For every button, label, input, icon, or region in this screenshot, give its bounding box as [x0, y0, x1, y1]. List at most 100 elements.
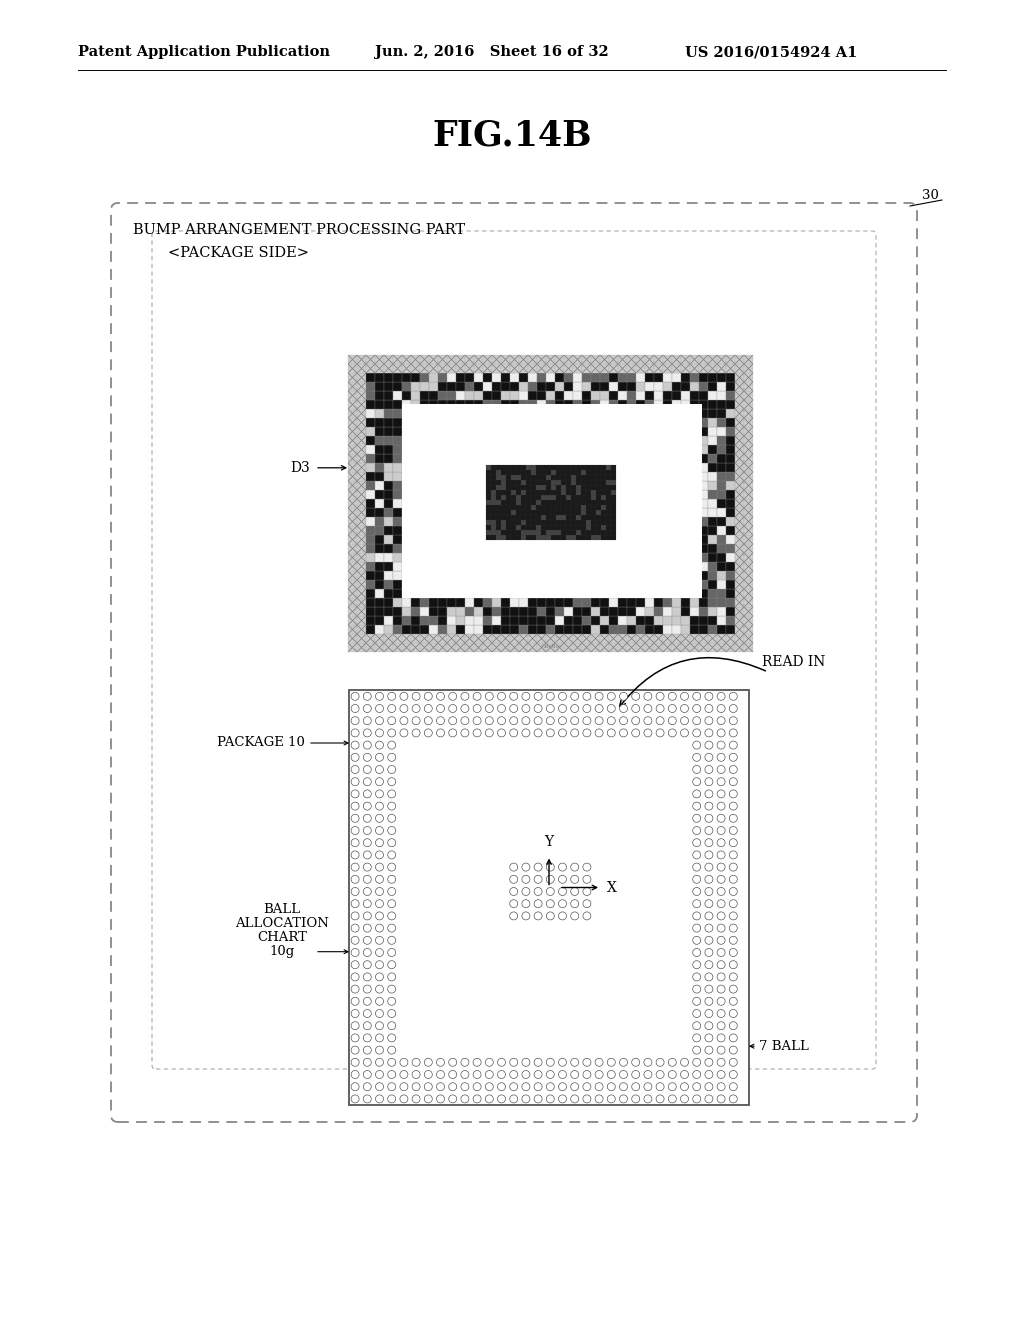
Circle shape: [388, 1010, 395, 1018]
Bar: [420, 381, 429, 391]
Bar: [735, 445, 744, 454]
Bar: [510, 374, 519, 381]
Bar: [402, 381, 411, 391]
Bar: [566, 500, 571, 504]
Circle shape: [705, 887, 713, 895]
Bar: [456, 579, 465, 589]
Bar: [573, 426, 582, 436]
Bar: [456, 381, 465, 391]
Bar: [456, 400, 465, 409]
Bar: [571, 529, 575, 535]
Bar: [375, 562, 384, 572]
Bar: [465, 616, 474, 624]
Circle shape: [351, 754, 359, 762]
Circle shape: [583, 729, 591, 737]
Bar: [375, 418, 384, 426]
Bar: [699, 426, 708, 436]
Bar: [654, 381, 663, 391]
Bar: [501, 508, 510, 517]
Bar: [348, 634, 357, 643]
Circle shape: [717, 741, 725, 750]
Bar: [600, 525, 609, 535]
Bar: [681, 445, 690, 454]
Circle shape: [558, 729, 566, 737]
Bar: [591, 470, 596, 475]
Text: BALL: BALL: [263, 903, 301, 916]
Bar: [393, 454, 402, 463]
Bar: [546, 510, 551, 515]
Bar: [411, 572, 420, 579]
Circle shape: [632, 692, 640, 701]
Bar: [600, 473, 609, 480]
Bar: [438, 535, 447, 544]
Bar: [384, 525, 393, 535]
Bar: [551, 510, 556, 515]
Bar: [690, 589, 699, 598]
Bar: [600, 445, 609, 454]
Circle shape: [388, 924, 395, 932]
Circle shape: [717, 838, 725, 846]
Bar: [591, 473, 600, 480]
Circle shape: [570, 1071, 579, 1078]
Bar: [447, 490, 456, 499]
Bar: [601, 504, 606, 510]
Bar: [600, 624, 609, 634]
Bar: [402, 535, 411, 544]
Bar: [483, 426, 492, 436]
Bar: [483, 436, 492, 445]
Bar: [654, 426, 663, 436]
Circle shape: [376, 754, 384, 762]
Bar: [490, 500, 496, 504]
Bar: [402, 634, 411, 643]
Bar: [537, 572, 546, 579]
Bar: [556, 484, 561, 490]
Bar: [735, 517, 744, 525]
Circle shape: [705, 1045, 713, 1055]
Circle shape: [376, 1059, 384, 1067]
Circle shape: [669, 1059, 676, 1067]
Bar: [531, 525, 536, 529]
Circle shape: [729, 887, 737, 895]
Bar: [519, 607, 528, 616]
Bar: [586, 484, 591, 490]
Circle shape: [376, 1094, 384, 1104]
Circle shape: [424, 1082, 432, 1090]
Circle shape: [388, 1082, 395, 1090]
Bar: [474, 381, 483, 391]
Bar: [672, 535, 681, 544]
Bar: [600, 634, 609, 643]
Bar: [438, 525, 447, 535]
Circle shape: [424, 729, 432, 737]
Bar: [474, 499, 483, 508]
Bar: [456, 562, 465, 572]
Bar: [496, 479, 501, 484]
Bar: [681, 374, 690, 381]
Bar: [546, 473, 555, 480]
Circle shape: [632, 1094, 640, 1104]
Circle shape: [717, 826, 725, 834]
Bar: [402, 400, 411, 409]
Circle shape: [717, 1010, 725, 1018]
Bar: [654, 643, 663, 652]
Bar: [556, 465, 561, 470]
Circle shape: [535, 1094, 542, 1104]
Circle shape: [607, 1094, 615, 1104]
Bar: [681, 355, 690, 364]
Circle shape: [376, 789, 384, 797]
Bar: [528, 572, 537, 579]
Bar: [546, 484, 551, 490]
Bar: [411, 490, 420, 499]
Bar: [596, 470, 601, 475]
Bar: [546, 525, 551, 529]
Bar: [541, 515, 546, 520]
Circle shape: [535, 887, 542, 895]
Circle shape: [669, 729, 676, 737]
Circle shape: [632, 1082, 640, 1090]
Circle shape: [583, 1071, 591, 1078]
Bar: [582, 364, 591, 374]
Bar: [510, 579, 519, 589]
Bar: [465, 364, 474, 374]
Bar: [420, 517, 429, 525]
Bar: [591, 475, 596, 479]
Bar: [492, 589, 501, 598]
